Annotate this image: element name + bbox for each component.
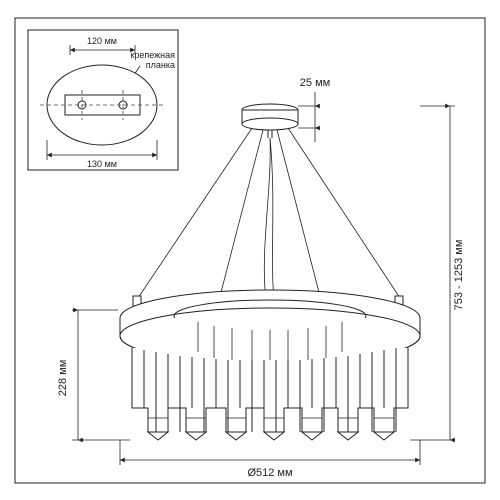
bottom-dim-label: Ø512 мм xyxy=(247,467,292,479)
technical-drawing: 120 мм крепежная планка 130 мм xyxy=(0,0,500,500)
suspension xyxy=(133,128,403,310)
skirt xyxy=(132,348,408,440)
ceiling-cap xyxy=(242,104,298,138)
inset-diagram: 120 мм крепежная планка 130 мм xyxy=(28,30,178,170)
dim-right: 753 - 1253 мм xyxy=(410,106,465,440)
dim-left: 228 мм xyxy=(57,310,130,440)
right-dim-label: 753 - 1253 мм xyxy=(453,240,465,311)
left-dim-label: 228 мм xyxy=(57,360,69,397)
dim-bottom: Ø512 мм xyxy=(120,440,420,479)
dim-top: 25 мм xyxy=(298,77,330,142)
inset-label-line2: планка xyxy=(146,60,175,70)
top-dim-label: 25 мм xyxy=(300,77,330,89)
inset-top-dim: 120 мм xyxy=(87,36,117,46)
inset-label-line1: крепежная xyxy=(130,50,175,60)
inset-bottom-dim: 130 мм xyxy=(87,159,117,169)
